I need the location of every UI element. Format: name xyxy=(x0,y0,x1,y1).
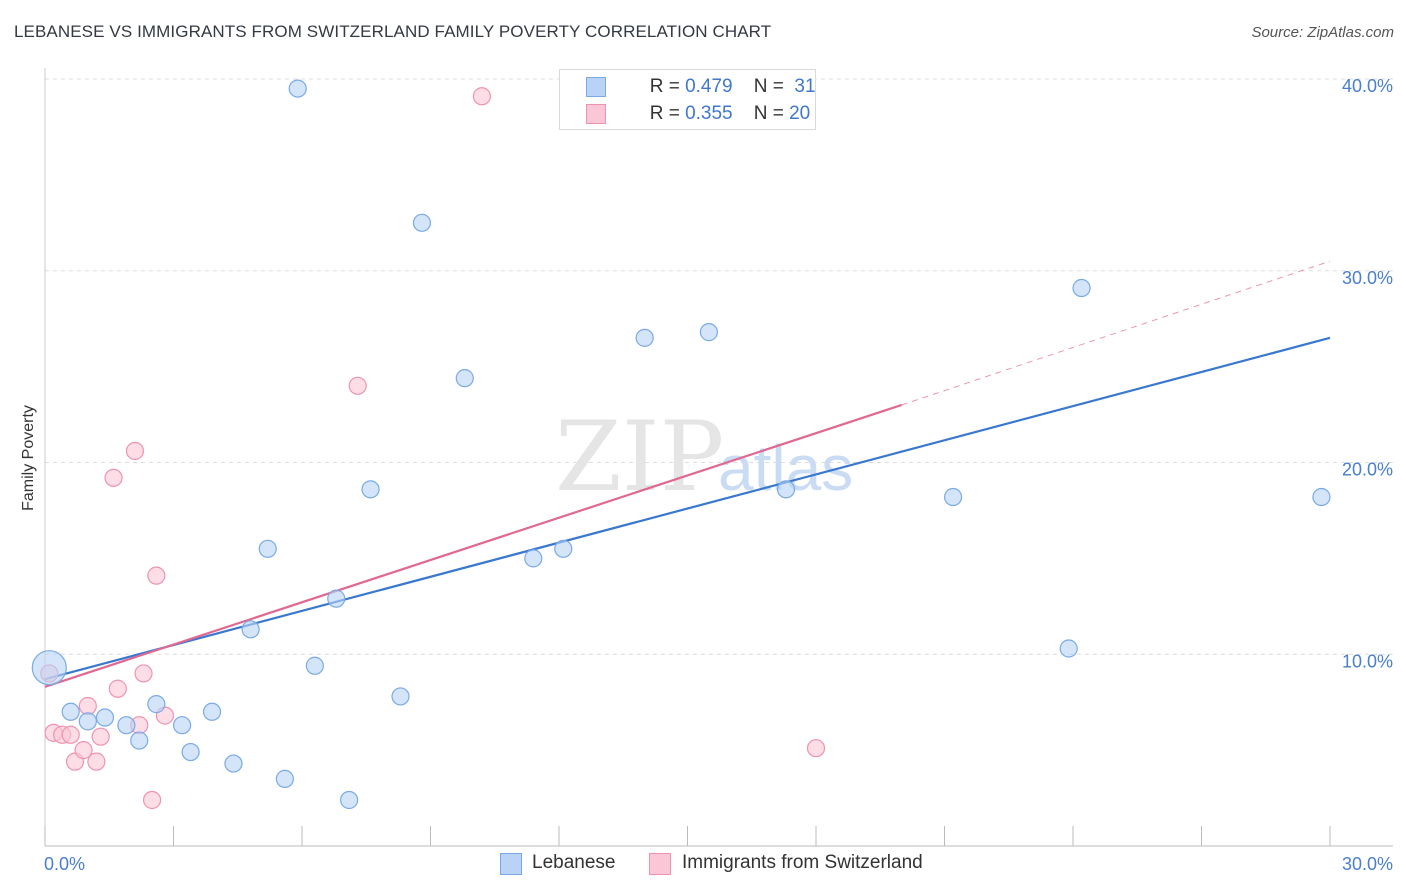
correlation-legend: R = 0.479 N = 31 R = 0.355 N = 20 xyxy=(559,69,816,130)
legend-r-label: R = xyxy=(649,76,686,97)
point-lebanese-3[interactable] xyxy=(95,708,115,727)
point-lebanese-14[interactable] xyxy=(288,79,307,98)
legend-n-value-lebanese: 31 xyxy=(794,76,816,97)
y-axis-label: Family Poverty xyxy=(20,405,37,511)
axes xyxy=(44,68,1393,847)
point-lebanese-20[interactable] xyxy=(412,213,432,232)
point-swiss-19[interactable] xyxy=(806,739,826,758)
point-lebanese-26[interactable] xyxy=(776,480,796,499)
chart-title: LEBANESE VS IMMIGRANTS FROM SWITZERLAND … xyxy=(14,22,772,41)
legend-swatch-lebanese xyxy=(500,853,522,875)
point-swiss-11[interactable] xyxy=(125,441,145,461)
point-lebanese-17[interactable] xyxy=(340,790,359,810)
legend-r-value-swiss: 0.355 xyxy=(685,103,733,124)
point-lebanese-12[interactable] xyxy=(258,539,277,558)
point-lebanese-30[interactable] xyxy=(1312,487,1331,507)
point-lebanese-18[interactable] xyxy=(361,480,380,499)
legend-r-label: R = xyxy=(649,103,686,124)
legend-r-value-lebanese: 0.479 xyxy=(685,76,733,97)
point-lebanese-13[interactable] xyxy=(275,769,294,788)
point-lebanese-27[interactable] xyxy=(943,487,963,507)
y-tick-label-2: 30.0% xyxy=(1342,268,1393,288)
point-lebanese-15[interactable] xyxy=(305,656,324,675)
watermark: ZIP atlas xyxy=(555,401,853,513)
legend-n-label: N = xyxy=(753,103,790,124)
point-lebanese-21[interactable] xyxy=(455,369,474,388)
trend-line-swiss xyxy=(44,403,903,688)
point-lebanese-23[interactable] xyxy=(554,539,573,558)
point-lebanese-9[interactable] xyxy=(202,702,222,721)
point-swiss-17[interactable] xyxy=(348,376,367,395)
point-swiss-3[interactable] xyxy=(61,725,80,744)
legend-label-lebanese: Lebanese xyxy=(532,852,616,873)
trend-lines xyxy=(44,260,1331,688)
point-lebanese-8[interactable] xyxy=(181,742,200,762)
point-lebanese-19[interactable] xyxy=(391,687,410,706)
x-tick-label-min: 0.0% xyxy=(44,854,85,874)
trend-line-lebanese xyxy=(44,336,1331,681)
point-lebanese-28[interactable] xyxy=(1059,639,1078,658)
point-swiss-9[interactable] xyxy=(104,468,123,487)
legend-label-swiss: Immigrants from Switzerland xyxy=(682,852,923,873)
y-tick-label-0: 10.0% xyxy=(1342,651,1393,671)
point-lebanese-7[interactable] xyxy=(172,716,192,735)
point-swiss-14[interactable] xyxy=(142,790,162,810)
point-lebanese-10[interactable] xyxy=(224,754,243,773)
point-swiss-6[interactable] xyxy=(78,696,97,716)
point-swiss-15[interactable] xyxy=(147,566,166,585)
point-swiss-10[interactable] xyxy=(108,679,127,698)
legend-n-label: N = xyxy=(753,76,790,97)
data-points xyxy=(31,79,1331,810)
x-tick-label-max: 30.0% xyxy=(1342,854,1393,874)
watermark-zip: ZIP xyxy=(555,401,724,513)
point-lebanese-5[interactable] xyxy=(130,731,149,750)
point-lebanese-25[interactable] xyxy=(699,323,719,342)
point-lebanese-6[interactable] xyxy=(147,695,166,714)
y-tick-labels: 10.0% 20.0% 30.0% 40.0% xyxy=(1342,76,1393,671)
legend-n-value-swiss: 20 xyxy=(789,103,811,124)
point-lebanese-4[interactable] xyxy=(117,716,136,735)
legend-swatch-lebanese xyxy=(586,77,606,97)
legend-swatch-swiss xyxy=(649,853,671,875)
y-tick-label-3: 40.0% xyxy=(1342,76,1393,96)
point-lebanese-24[interactable] xyxy=(635,328,654,347)
point-swiss-18[interactable] xyxy=(472,87,491,106)
point-lebanese-2[interactable] xyxy=(78,712,97,731)
legend-swatch-swiss xyxy=(586,104,606,124)
point-lebanese-11[interactable] xyxy=(241,620,260,639)
point-swiss-5[interactable] xyxy=(74,741,93,760)
point-lebanese-1[interactable] xyxy=(61,702,80,721)
point-lebanese-0[interactable] xyxy=(31,650,67,686)
point-lebanese-29[interactable] xyxy=(1072,278,1091,298)
y-tick-label-1: 20.0% xyxy=(1342,460,1393,480)
point-lebanese-22[interactable] xyxy=(524,549,543,568)
trend-line-extension-swiss xyxy=(901,260,1331,406)
point-lebanese-16[interactable] xyxy=(327,589,346,608)
source-label: Source: ZipAtlas.com xyxy=(1251,24,1394,41)
grid-lines xyxy=(45,78,1393,655)
point-swiss-13[interactable] xyxy=(134,664,153,683)
point-swiss-8[interactable] xyxy=(91,727,110,746)
point-swiss-7[interactable] xyxy=(87,752,106,771)
